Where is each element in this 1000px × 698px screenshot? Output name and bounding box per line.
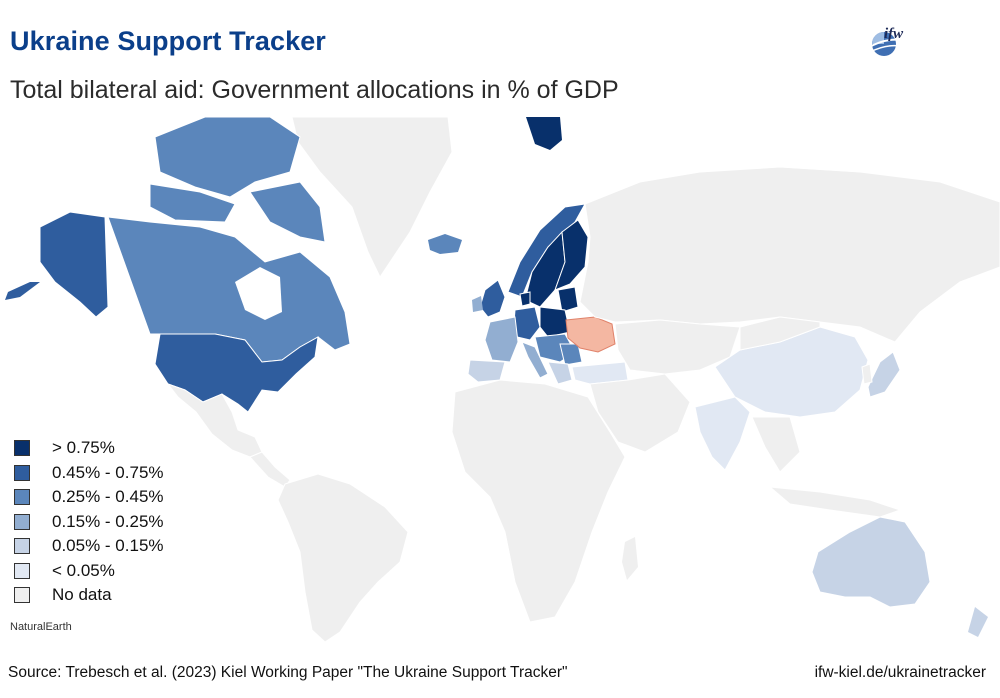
legend-label: No data <box>52 585 112 605</box>
alaska-tail <box>5 282 40 300</box>
africa <box>451 379 626 623</box>
legend-label: 0.15% - 0.25% <box>52 511 164 531</box>
logo-text: ifw <box>884 26 904 42</box>
baltics <box>557 286 579 313</box>
southeast-asia <box>751 416 801 473</box>
legend-swatch <box>14 489 30 506</box>
globe-icon <box>867 32 903 56</box>
legend: > 0.75% 0.45% - 0.75% 0.25% - 0.45% 0.15… <box>14 436 214 608</box>
svalbard <box>526 117 562 150</box>
mongolia <box>739 316 821 351</box>
spain <box>467 359 506 383</box>
australia <box>811 516 931 608</box>
legend-swatch <box>14 538 30 555</box>
source-note: Source: Trebesch et al. (2023) Kiel Work… <box>8 664 568 681</box>
page-title: Ukraine Support Tracker <box>10 26 326 56</box>
india <box>694 396 751 471</box>
poland <box>539 306 571 338</box>
greenland <box>291 116 453 279</box>
romania <box>559 343 583 366</box>
alaska <box>39 211 109 318</box>
legend-label: 0.45% - 0.75% <box>52 462 164 482</box>
legend-swatch <box>14 587 30 604</box>
indonesia <box>768 486 902 518</box>
balkans <box>547 361 573 385</box>
legend-swatch <box>14 513 30 530</box>
legend-label: 0.05% - 0.15% <box>52 536 164 556</box>
page-subtitle: Total bilateral aid: Government allocati… <box>10 76 619 104</box>
ifw-logo: ifw <box>862 24 922 62</box>
norway <box>507 203 586 298</box>
denmark <box>519 291 531 307</box>
middle-east <box>589 373 691 453</box>
finland <box>554 219 589 291</box>
legend-swatch <box>14 464 30 481</box>
mexico <box>166 382 263 458</box>
legend-item: No data <box>14 583 214 608</box>
south-america <box>277 473 409 642</box>
legend-item: 0.25% - 0.45% <box>14 485 214 510</box>
united-kingdom <box>479 279 506 318</box>
canada-islands-2 <box>149 183 236 223</box>
ireland <box>472 296 483 312</box>
legend-label: < 0.05% <box>52 560 115 580</box>
legend-label: > 0.75% <box>52 438 115 458</box>
central-america <box>249 451 291 488</box>
iceland <box>428 234 462 254</box>
madagascar <box>622 537 638 580</box>
legend-swatch <box>14 440 30 457</box>
legend-item: 0.15% - 0.25% <box>14 510 214 535</box>
russia <box>579 166 1000 343</box>
legend-item: 0.45% - 0.75% <box>14 461 214 486</box>
map-attribution: NaturalEarth <box>10 621 72 633</box>
source-url[interactable]: ifw-kiel.de/ukrainetracker <box>814 664 986 681</box>
legend-item: < 0.05% <box>14 559 214 584</box>
legend-label: 0.25% - 0.45% <box>52 487 164 507</box>
legend-swatch <box>14 562 30 579</box>
legend-item: 0.05% - 0.15% <box>14 534 214 559</box>
canada-arctic-islands <box>154 116 301 198</box>
hudson-bay <box>235 267 282 320</box>
japan <box>867 351 901 398</box>
france <box>484 316 519 363</box>
korea <box>861 363 873 385</box>
world-map <box>5 116 1000 642</box>
central-asia <box>614 319 741 375</box>
italy <box>521 341 549 379</box>
canada-islands-3 <box>249 181 326 243</box>
legend-item: > 0.75% <box>14 436 214 461</box>
new-zealand <box>968 607 988 637</box>
